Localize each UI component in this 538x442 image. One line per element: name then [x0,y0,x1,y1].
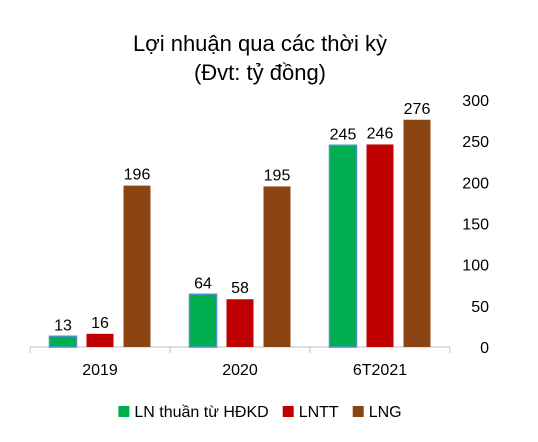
y-tick-label: 0 [480,340,489,357]
bar [123,185,151,347]
plot-area: 0 50 100 150 200 250 300 13 16 196 2019 64 58 195 2020… [29,93,489,379]
bar [366,144,394,347]
legend-swatch [118,406,130,417]
chart-subtitle: (Đvt: tỷ đồng) [194,60,326,85]
y-tick-label: 150 [462,217,489,234]
data-label: 16 [91,315,109,332]
x-tick-label: 2019 [82,362,118,379]
bar [328,144,358,348]
data-label: 246 [367,125,394,142]
legend-label: LN thuần từ HĐKD [134,404,268,421]
bar [403,119,431,347]
y-tick-label: 50 [471,299,489,316]
legend-swatch [282,406,294,417]
data-label: 196 [124,167,151,184]
bar [226,299,254,347]
data-label: 64 [194,275,212,292]
y-tick-label: 300 [462,93,489,110]
bar [86,333,114,347]
bar [188,293,218,348]
legend-label: LNG [369,404,402,421]
data-label: 195 [264,167,291,184]
data-label: 13 [54,317,72,334]
data-label: 245 [330,126,357,143]
x-tick-label: 6T2021 [353,362,407,379]
legend: LN thuần từ HĐKD LNTT LNG [118,404,402,421]
chart-title: Lợi nhuận qua các thời kỳ [133,31,387,56]
bar [263,186,291,347]
x-tick-label: 2020 [222,362,258,379]
bar [48,335,78,348]
data-label: 276 [404,101,431,118]
data-label: 58 [231,280,249,297]
y-tick-label: 250 [462,134,489,151]
y-tick-label: 100 [462,258,489,275]
legend-label: LNTT [299,404,339,421]
y-tick-label: 200 [462,175,489,192]
legend-swatch [352,406,364,417]
